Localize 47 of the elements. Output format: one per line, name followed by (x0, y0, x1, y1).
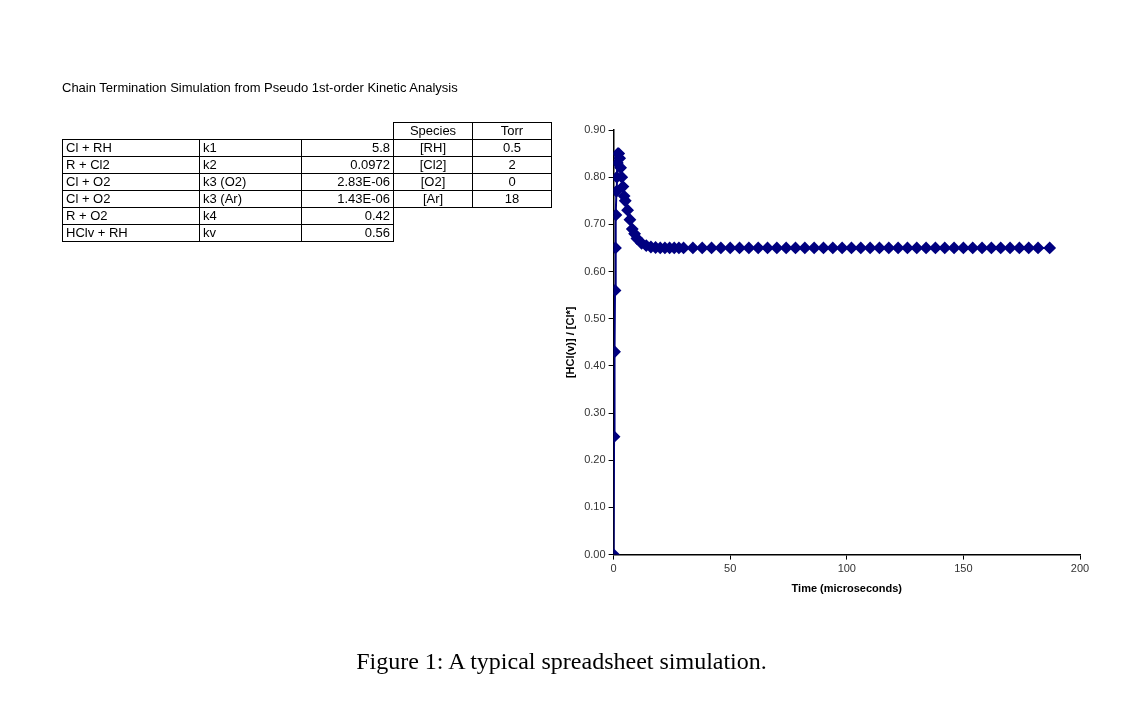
text: [Ar] (422, 191, 444, 206)
text: k3 (Ar) (203, 191, 242, 206)
text: Torr (500, 123, 524, 138)
text: 0.5 (502, 140, 522, 155)
x-tick-label: 0 (610, 562, 617, 575)
y-tick-label: 0.90 (584, 123, 606, 136)
text: R + O2 (66, 208, 108, 223)
text: 18 (504, 191, 520, 206)
text: [RH] (420, 140, 446, 155)
x-tick-label: 100 (837, 562, 856, 575)
y-tick-label: 0.50 (584, 311, 606, 324)
text: Cl + RH (66, 140, 112, 155)
text: 2 (508, 157, 516, 172)
y-tick-label: 0.10 (584, 500, 606, 513)
text: Species (409, 123, 457, 138)
y-tick-label: 0.70 (584, 217, 606, 230)
text: 0.42 (364, 208, 390, 223)
text: [Cl2] (419, 157, 447, 172)
text: Cl + O2 (66, 191, 111, 206)
text: Cl + O2 (66, 174, 111, 189)
x-tick-label: 50 (724, 562, 737, 575)
text: kv (203, 225, 216, 240)
y-tick-label: 0.30 (584, 406, 606, 419)
text: HClv + RH (66, 225, 128, 240)
text: k2 (203, 157, 217, 172)
x-tick-label: 150 (954, 562, 973, 575)
text: 0 (508, 174, 516, 189)
text: R + Cl2 (66, 157, 110, 172)
y-tick-label: 0.40 (584, 358, 606, 371)
x-axis-title: Time (microseconds) (791, 582, 903, 595)
text: k3 (O2) (203, 174, 247, 189)
text: 0.56 (364, 225, 390, 240)
x-tick-label: 200 (1070, 562, 1090, 575)
text: k4 (203, 208, 217, 223)
y-axis-title: [HCl(v)] / [Cl*] (563, 306, 576, 379)
y-tick-label: 0.60 (584, 264, 606, 277)
y-tick-label: 0.20 (584, 453, 606, 466)
text: 2.83E-06 (337, 174, 390, 189)
text: Chain Termination Simulation from Pseudo 1st-order Kinetic Analysis (62, 80, 458, 95)
y-tick-label: 0.00 (584, 547, 606, 560)
text: 0.0972 (350, 157, 390, 172)
caption: Figure 1: A typical spreadsheet simulation. (355, 648, 768, 675)
text: [O2] (420, 174, 446, 189)
text: 5.8 (371, 140, 390, 155)
y-tick-label: 0.80 (584, 170, 606, 183)
text: 1.43E-06 (337, 191, 390, 206)
text: k1 (203, 140, 217, 155)
